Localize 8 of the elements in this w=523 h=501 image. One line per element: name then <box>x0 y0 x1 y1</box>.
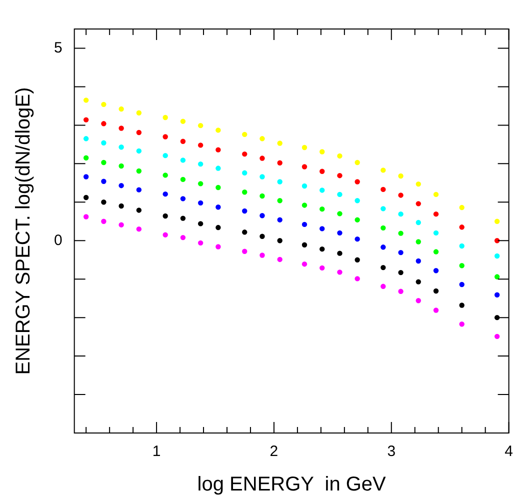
x-tick-label: 2 <box>270 443 278 460</box>
x-tick-label: 1 <box>152 443 161 460</box>
y-tick-label: 0 <box>54 232 62 249</box>
y-tick-label: 5 <box>54 39 62 56</box>
x-axis-title: log ENERGY in GeV <box>197 474 387 496</box>
y-axis-title: ENERGY SPECT. log(dN/dlogE) <box>12 87 35 375</box>
x-tick-label: 3 <box>387 443 396 460</box>
x-tick-label: 4 <box>504 443 513 460</box>
